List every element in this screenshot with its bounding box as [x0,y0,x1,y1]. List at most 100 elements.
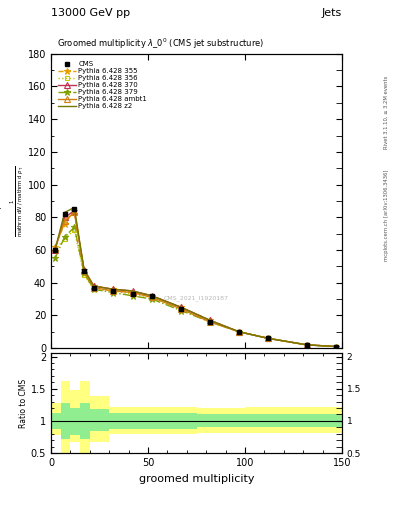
Pythia 6.428 356 [130,291,135,297]
Pythia 6.428 ambt1 [111,288,116,294]
Pythia 6.428 z2 [305,342,309,348]
Pythia 6.428 z2 [266,335,271,342]
Pythia 6.428 z2 [334,344,338,350]
Pythia 6.428 370 [208,317,213,324]
Pythia 6.428 356 [208,319,213,325]
Pythia 6.428 355 [150,293,154,299]
Pythia 6.428 355 [179,304,184,310]
Line: Pythia 6.428 ambt1: Pythia 6.428 ambt1 [52,209,339,349]
Pythia 6.428 379 [150,296,154,302]
Pythia 6.428 356 [179,306,184,312]
Pythia 6.428 370 [266,335,271,342]
Pythia 6.428 ambt1 [82,268,86,274]
Pythia 6.428 z2 [237,329,242,335]
Pythia 6.428 370 [53,247,57,253]
Y-axis label: mathrm d$^2$N
mathrm d $p_\mathrm{T}$ mathrm d $\lambda$
$\frac{1}{\mathrm{mathr: mathrm d$^2$N mathrm d $p_\mathrm{T}$ ma… [0,153,25,249]
Pythia 6.428 z2 [130,288,135,294]
Pythia 6.428 370 [305,342,309,348]
Pythia 6.428 370 [334,344,338,350]
Pythia 6.428 356 [53,247,57,253]
Text: 13000 GeV pp: 13000 GeV pp [51,8,130,18]
Pythia 6.428 z2 [111,286,116,292]
Pythia 6.428 ambt1 [305,342,309,348]
Pythia 6.428 z2 [82,267,86,273]
Text: Jets: Jets [321,8,342,18]
CMS [82,268,86,274]
Pythia 6.428 355 [237,329,242,335]
Pythia 6.428 379 [62,234,67,240]
Pythia 6.428 355 [130,289,135,295]
Pythia 6.428 z2 [179,304,184,310]
Pythia 6.428 ambt1 [208,319,213,325]
Pythia 6.428 370 [130,288,135,294]
Pythia 6.428 ambt1 [130,289,135,295]
Text: CMS_2021_I1920187: CMS_2021_I1920187 [164,295,229,301]
CMS [208,319,213,325]
Pythia 6.428 355 [305,342,309,348]
Pythia 6.428 356 [150,294,154,301]
Pythia 6.428 355 [334,344,338,350]
Pythia 6.428 356 [82,271,86,278]
Pythia 6.428 z2 [53,247,57,253]
Pythia 6.428 356 [334,344,338,350]
Pythia 6.428 356 [72,227,77,233]
Line: Pythia 6.428 355: Pythia 6.428 355 [51,207,340,350]
CMS [150,293,154,299]
Pythia 6.428 370 [179,304,184,310]
Pythia 6.428 z2 [92,283,96,289]
CMS [92,285,96,291]
Pythia 6.428 370 [150,293,154,299]
Pythia 6.428 370 [237,329,242,335]
Y-axis label: Ratio to CMS: Ratio to CMS [19,379,28,428]
Pythia 6.428 379 [72,224,77,230]
Pythia 6.428 z2 [150,293,154,299]
Pythia 6.428 ambt1 [334,344,338,350]
Pythia 6.428 370 [92,283,96,289]
Pythia 6.428 355 [92,283,96,289]
X-axis label: groomed multiplicity: groomed multiplicity [139,474,254,483]
CMS [111,288,116,294]
Pythia 6.428 379 [208,319,213,325]
Pythia 6.428 379 [305,342,309,348]
Pythia 6.428 379 [237,329,242,335]
Legend: CMS, Pythia 6.428 355, Pythia 6.428 356, Pythia 6.428 370, Pythia 6.428 379, Pyt: CMS, Pythia 6.428 355, Pythia 6.428 356,… [57,60,149,111]
Line: CMS: CMS [53,207,338,349]
Pythia 6.428 z2 [62,209,67,216]
Pythia 6.428 ambt1 [150,294,154,301]
Pythia 6.428 379 [266,335,271,342]
Pythia 6.428 ambt1 [62,218,67,224]
CMS [237,329,242,335]
CMS [334,344,338,350]
CMS [72,206,77,212]
Text: Rivet 3.1.10, ≥ 3.2M events: Rivet 3.1.10, ≥ 3.2M events [384,76,389,150]
Pythia 6.428 355 [53,244,57,250]
CMS [305,342,309,348]
Pythia 6.428 355 [72,208,77,214]
Pythia 6.428 370 [62,214,67,220]
Line: Pythia 6.428 370: Pythia 6.428 370 [52,208,339,349]
Pythia 6.428 ambt1 [179,306,184,312]
Pythia 6.428 ambt1 [237,329,242,335]
Pythia 6.428 356 [111,288,116,294]
Pythia 6.428 ambt1 [266,335,271,342]
Pythia 6.428 356 [305,342,309,348]
Line: Pythia 6.428 379: Pythia 6.428 379 [51,224,340,350]
Pythia 6.428 356 [92,286,96,292]
CMS [179,306,184,312]
Pythia 6.428 ambt1 [92,285,96,291]
CMS [62,211,67,217]
Pythia 6.428 355 [266,335,271,342]
Pythia 6.428 379 [111,289,116,295]
Pythia 6.428 ambt1 [53,245,57,251]
CMS [53,247,57,253]
Pythia 6.428 z2 [72,204,77,210]
Line: Pythia 6.428 z2: Pythia 6.428 z2 [55,207,336,347]
Pythia 6.428 379 [334,344,338,350]
Text: Groomed multiplicity $\lambda\_0^0$ (CMS jet substructure): Groomed multiplicity $\lambda\_0^0$ (CMS… [57,36,264,51]
Pythia 6.428 355 [111,286,116,292]
Text: mcplots.cern.ch [arXiv:1306.3436]: mcplots.cern.ch [arXiv:1306.3436] [384,169,389,261]
Line: Pythia 6.428 356: Pythia 6.428 356 [53,228,338,349]
CMS [266,335,271,342]
CMS [130,291,135,297]
Pythia 6.428 379 [53,255,57,261]
